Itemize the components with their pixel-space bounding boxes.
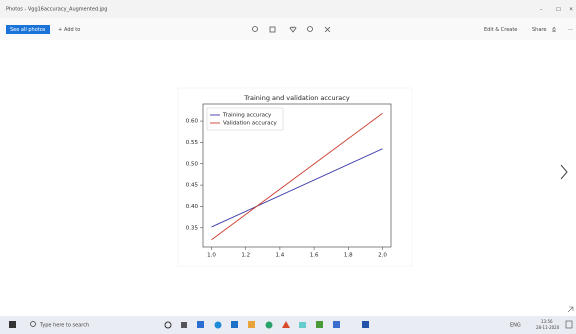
start-button[interactable] bbox=[9, 321, 16, 328]
y-tick-label: 0.35 bbox=[186, 225, 199, 231]
x-tick-label: 1.4 bbox=[276, 253, 285, 259]
y-tick-label: 0.55 bbox=[186, 140, 199, 146]
legend-label: Validation accuracy bbox=[223, 121, 277, 127]
clock-date[interactable]: 28-11-2020 bbox=[536, 325, 560, 330]
maximize[interactable]: □ bbox=[556, 7, 561, 13]
add-to-label[interactable]: Add to bbox=[64, 27, 80, 33]
screen: Photos - Vgg16accuracy_Augmented.jpg – □… bbox=[0, 0, 576, 334]
app-icon[interactable] bbox=[248, 321, 255, 328]
page: Photos - Vgg16accuracy_Augmented.jpg – □… bbox=[0, 0, 576, 334]
share[interactable]: Share bbox=[532, 27, 546, 33]
clock-time[interactable]: 13:56 bbox=[541, 319, 553, 324]
x-tick-label: 2.0 bbox=[378, 253, 387, 259]
app-icon[interactable] bbox=[181, 322, 187, 328]
edit-create[interactable]: Edit & Create bbox=[484, 27, 517, 33]
window-title: Photos - Vgg16accuracy_Augmented.jpg bbox=[6, 7, 107, 13]
y-tick-label: 0.45 bbox=[186, 183, 199, 189]
app-icon[interactable] bbox=[362, 321, 369, 328]
print-icon[interactable]: ⎙ bbox=[552, 27, 556, 33]
app-icon[interactable] bbox=[215, 322, 222, 329]
language[interactable]: ENG bbox=[510, 323, 521, 329]
x-tick-label: 1.0 bbox=[207, 253, 216, 259]
add-to[interactable]: + bbox=[58, 27, 62, 33]
app-icon[interactable] bbox=[299, 322, 306, 328]
y-tick-label: 0.40 bbox=[186, 204, 199, 210]
app-icon[interactable] bbox=[316, 321, 323, 328]
app-icon[interactable] bbox=[197, 321, 204, 328]
close[interactable]: × bbox=[569, 7, 573, 13]
x-tick-label: 1.6 bbox=[310, 253, 319, 259]
see-all-label[interactable]: See all photos bbox=[10, 27, 46, 33]
chart-title: Training and validation accuracy bbox=[243, 94, 350, 102]
y-tick-label: 0.60 bbox=[186, 119, 199, 125]
legend-box bbox=[207, 108, 283, 130]
x-tick-label: 1.8 bbox=[344, 253, 353, 259]
taskbar-search[interactable]: Type here to search bbox=[39, 323, 89, 329]
app-icon[interactable] bbox=[333, 321, 340, 328]
legend-label: Training accuracy bbox=[222, 113, 272, 119]
app-icon[interactable] bbox=[266, 322, 273, 329]
more-icon[interactable]: ··· bbox=[568, 27, 573, 33]
y-tick-label: 0.50 bbox=[186, 161, 199, 167]
x-tick-label: 1.2 bbox=[241, 253, 250, 259]
app-icon[interactable] bbox=[231, 321, 238, 328]
